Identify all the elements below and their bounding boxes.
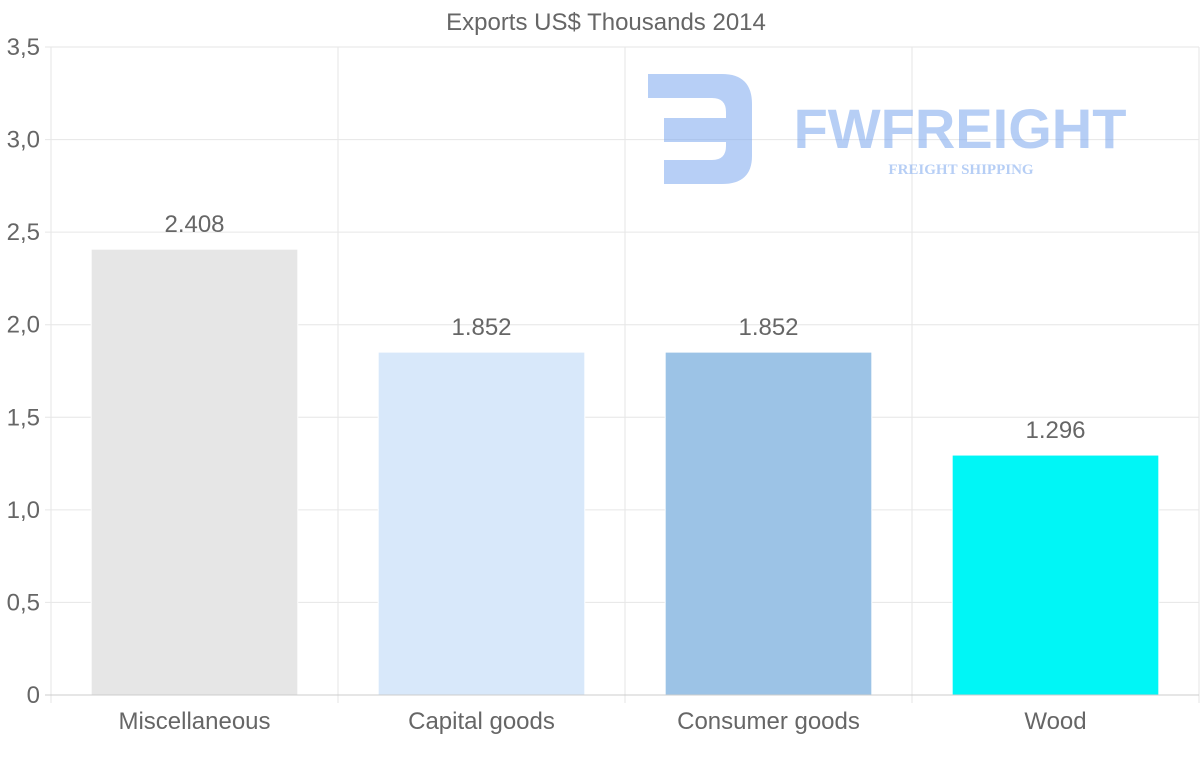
bar-miscellaneous[interactable] bbox=[90, 248, 299, 696]
y-tick-label: 2,5 bbox=[7, 219, 40, 246]
bars bbox=[90, 248, 1160, 696]
bar-wood[interactable] bbox=[951, 454, 1160, 696]
bar-capital-goods[interactable] bbox=[377, 351, 586, 696]
y-tick-label: 1,5 bbox=[7, 404, 40, 431]
x-axis: Miscellaneous Capital goods Consumer goods… bbox=[118, 708, 1086, 735]
y-tick-label: 0,5 bbox=[7, 589, 40, 616]
x-tick-label: Consumer goods bbox=[677, 708, 860, 735]
bar-consumer-goods[interactable] bbox=[664, 351, 873, 696]
data-labels: 2.408 1.852 1.852 1.296 bbox=[164, 211, 1085, 444]
y-tick-label: 0 bbox=[27, 682, 40, 709]
data-label: 1.852 bbox=[738, 314, 798, 341]
x-tick-label: Miscellaneous bbox=[118, 708, 270, 735]
data-label: 1.852 bbox=[451, 314, 511, 341]
watermark-logo-mark bbox=[648, 74, 752, 184]
y-tick-label: 3,5 bbox=[7, 34, 40, 61]
y-tick-label: 1,0 bbox=[7, 497, 40, 524]
y-axis: 0 0,5 1,0 1,5 2,0 2,5 3,0 3,5 bbox=[7, 34, 1199, 709]
x-tick-label: Capital goods bbox=[408, 708, 555, 735]
watermark-logo: FWFREIGHT FREIGHT SHIPPING bbox=[648, 74, 1126, 184]
data-label: 1.296 bbox=[1025, 417, 1085, 444]
x-tick-label: Wood bbox=[1024, 708, 1086, 735]
watermark-tagline: FREIGHT SHIPPING bbox=[888, 162, 1033, 178]
watermark-brand: FWFREIGHT bbox=[794, 97, 1127, 160]
y-tick-label: 3,0 bbox=[7, 127, 40, 154]
data-label: 2.408 bbox=[164, 211, 224, 238]
chart-title: Exports US$ Thousands 2014 bbox=[446, 9, 766, 36]
y-tick-label: 2,0 bbox=[7, 312, 40, 339]
